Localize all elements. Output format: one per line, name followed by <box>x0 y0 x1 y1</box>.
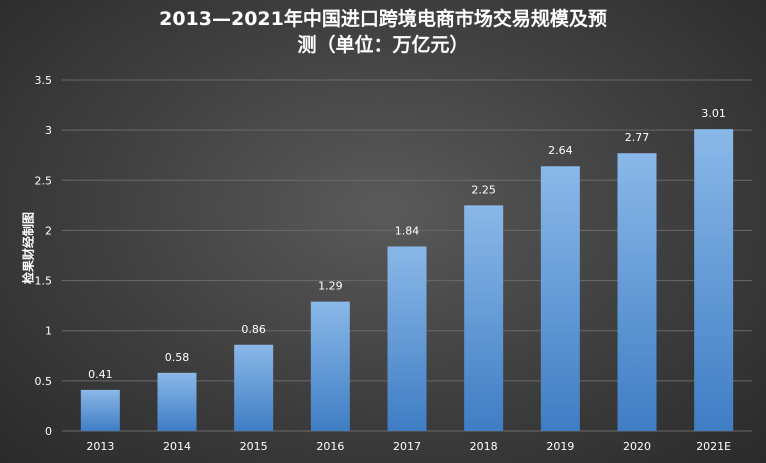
x-tick-label-2021E: 2021E <box>696 440 731 453</box>
y-tick-label: 2 <box>45 224 52 237</box>
bar-2014 <box>157 372 197 431</box>
x-tick-labels: 2013 2014 2015 2016 2017 2018 2019 2020 2021E <box>86 440 731 453</box>
x-tick-label-2016: 2016 <box>316 440 344 453</box>
y-tick-label: 1.5 <box>35 275 53 288</box>
data-label-2013: 0.41 <box>88 368 113 381</box>
data-label-2016: 1.29 <box>318 280 343 293</box>
data-label-2017: 1.84 <box>395 224 420 237</box>
chart-title-line-2: 测（单位：万亿元） <box>297 34 469 56</box>
bar-2015 <box>234 344 274 431</box>
bars <box>80 129 734 432</box>
x-tick-label-2019: 2019 <box>546 440 574 453</box>
bar-2021E <box>694 129 734 431</box>
x-tick-label-2015: 2015 <box>240 440 268 453</box>
bar-2018 <box>464 205 504 431</box>
y-tick-label: 0 <box>45 425 52 438</box>
y-tick-label: 1 <box>45 325 52 338</box>
x-tick-label-2018: 2018 <box>470 440 498 453</box>
data-label-2021E: 3.01 <box>701 107 726 120</box>
bar-2016 <box>310 301 350 431</box>
data-label-2018: 2.25 <box>471 183 496 196</box>
y-tick-labels: 0 0.5 1 1.5 2 2.5 3 3.5 <box>35 74 53 438</box>
chart-title-line-1: 2013—2021年中国进口跨境电商市场交易规模及预 <box>159 8 607 30</box>
x-tick-label-2013: 2013 <box>86 440 114 453</box>
x-tick-label-2020: 2020 <box>623 440 651 453</box>
y-tick-label: 3 <box>45 124 52 137</box>
bar-2020 <box>617 153 657 432</box>
y-tick-label: 3.5 <box>35 74 53 87</box>
x-tick-label-2014: 2014 <box>163 440 191 453</box>
data-label-2020: 2.77 <box>625 131 650 144</box>
bar-2013 <box>80 389 120 431</box>
y-tick-label: 2.5 <box>35 174 53 187</box>
data-label-2019: 2.64 <box>548 144 573 157</box>
bar-2019 <box>540 166 580 431</box>
bar-2017 <box>387 246 427 431</box>
chart-title: 2013—2021年中国进口跨境电商市场交易规模及预 测（单位：万亿元） <box>0 6 766 58</box>
x-tick-label-2017: 2017 <box>393 440 421 453</box>
y-tick-label: 0.5 <box>35 375 53 388</box>
data-label-2015: 0.86 <box>241 323 266 336</box>
data-labels: 0.41 0.58 0.86 1.29 1.84 2.25 2.64 2.77 3.01 <box>88 107 726 381</box>
data-label-2014: 0.58 <box>165 351 190 364</box>
